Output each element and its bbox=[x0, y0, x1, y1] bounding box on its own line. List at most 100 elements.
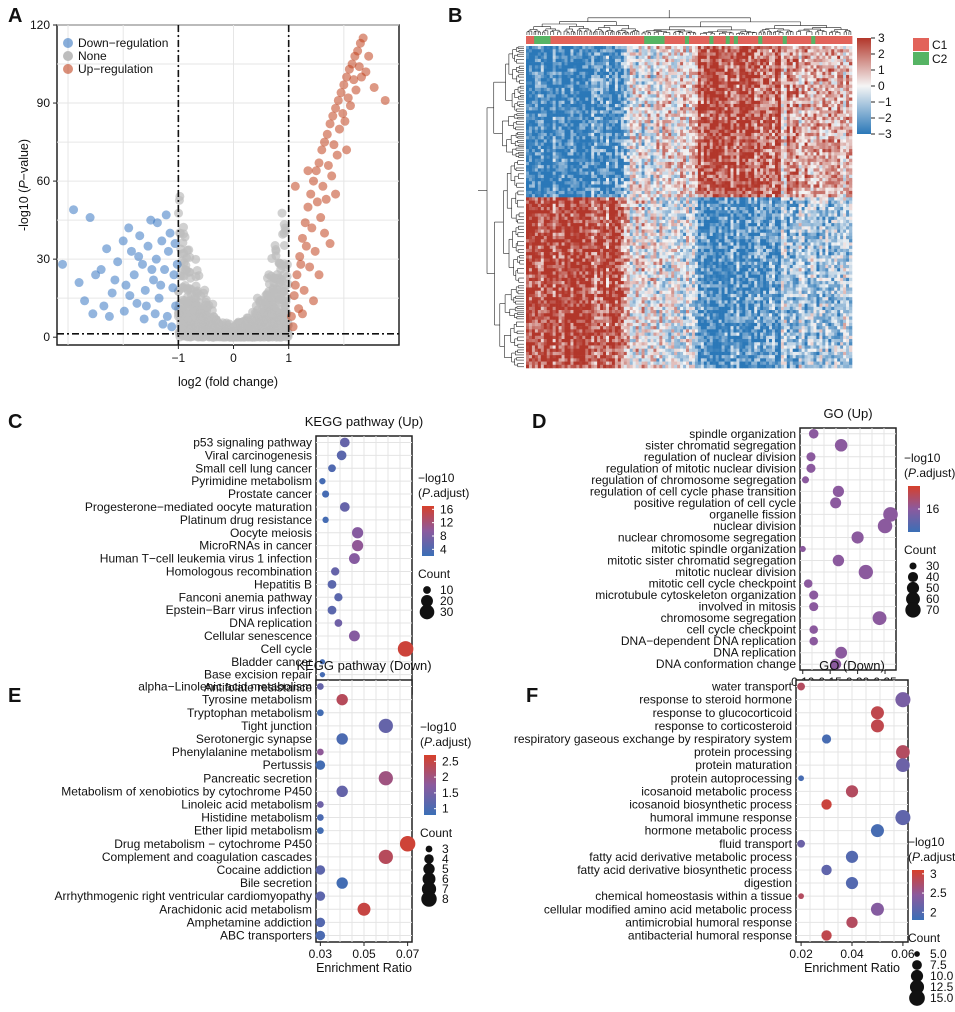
heatmap-cell bbox=[795, 126, 799, 131]
heatmap-cell bbox=[671, 81, 675, 85]
heatmap-cell bbox=[579, 62, 583, 66]
heatmap-cell bbox=[597, 103, 601, 108]
heatmap-cell bbox=[588, 107, 592, 111]
heatmap-cell bbox=[617, 62, 622, 66]
heatmap-cell bbox=[760, 81, 764, 85]
heatmap-cell bbox=[653, 74, 657, 79]
heatmap-cell bbox=[786, 94, 791, 98]
heatmap-cell bbox=[526, 110, 530, 114]
heatmap-cell bbox=[816, 120, 820, 124]
heatmap-cell bbox=[718, 87, 722, 92]
heatmap-cell bbox=[543, 49, 548, 53]
heatmap-cell bbox=[843, 58, 847, 63]
heatmap-cell bbox=[730, 136, 734, 140]
heatmap-cell bbox=[706, 52, 711, 56]
heatmap-cell bbox=[689, 107, 693, 111]
heatmap-cell bbox=[629, 120, 633, 124]
heatmap-cell bbox=[597, 97, 601, 102]
heatmap-cell bbox=[807, 74, 811, 79]
down-point bbox=[110, 275, 120, 285]
heatmap-cell bbox=[780, 55, 785, 60]
heatmap-cell bbox=[546, 81, 551, 85]
heatmap-cell bbox=[644, 113, 648, 118]
heatmap-cell bbox=[629, 78, 633, 82]
heatmap-cell bbox=[638, 126, 642, 131]
heatmap-cell bbox=[804, 126, 808, 131]
heatmap-cell bbox=[766, 68, 770, 73]
heatmap-cell bbox=[816, 74, 820, 79]
heatmap-cell bbox=[537, 84, 542, 89]
heatmap-cell bbox=[683, 123, 687, 127]
heatmap-cell bbox=[641, 103, 645, 108]
heatmap-cell bbox=[730, 97, 734, 102]
up-point bbox=[380, 95, 390, 105]
heatmap-cell bbox=[774, 103, 779, 108]
heatmap-cell bbox=[840, 55, 844, 60]
heatmap-cell bbox=[727, 123, 731, 127]
heatmap-cell bbox=[665, 132, 669, 137]
heatmap-cell bbox=[774, 129, 779, 134]
heatmap-cell bbox=[540, 120, 545, 124]
heatmap-cell bbox=[807, 68, 811, 73]
heatmap-cell bbox=[582, 103, 586, 108]
none-point bbox=[270, 241, 280, 251]
heatmap-cell bbox=[588, 49, 592, 53]
heatmap-cell bbox=[697, 132, 702, 137]
heatmap-cell bbox=[795, 55, 799, 60]
heatmap-cell bbox=[700, 91, 705, 95]
up-point bbox=[306, 189, 316, 199]
heatmap-cell bbox=[810, 94, 814, 98]
heatmap-cell bbox=[597, 55, 601, 60]
heatmap-cell bbox=[843, 62, 847, 66]
cluster-annotation-cell bbox=[554, 36, 559, 44]
heatmap-cell bbox=[531, 120, 536, 124]
heatmap-cell bbox=[715, 97, 719, 102]
heatmap-cell bbox=[591, 52, 595, 56]
cluster-annotation-cell bbox=[607, 36, 612, 44]
heatmap-cell bbox=[549, 97, 553, 102]
heatmap-cell bbox=[795, 110, 799, 114]
heatmap-cell bbox=[777, 120, 782, 124]
heatmap-cell bbox=[801, 94, 805, 98]
heatmap-cell bbox=[570, 49, 574, 53]
heatmap-cell bbox=[819, 81, 823, 85]
heatmap-cell bbox=[849, 78, 853, 82]
heatmap-cell bbox=[543, 84, 548, 89]
heatmap-cell bbox=[792, 68, 796, 73]
heatmap-cell bbox=[526, 116, 530, 121]
heatmap-cell bbox=[647, 87, 651, 92]
heatmap-cell bbox=[757, 87, 761, 92]
heatmap-cell bbox=[576, 81, 580, 85]
heatmap-cell bbox=[614, 68, 619, 73]
heatmap-cell bbox=[715, 129, 719, 134]
heatmap-cell bbox=[647, 103, 651, 108]
heatmap-cell bbox=[686, 62, 690, 66]
heatmap-cell bbox=[709, 78, 714, 82]
heatmap-cell bbox=[745, 100, 749, 105]
heatmap-cell bbox=[659, 120, 663, 124]
heatmap-cell bbox=[774, 120, 779, 124]
heatmap-cell bbox=[783, 46, 788, 50]
heatmap-cell bbox=[724, 62, 728, 66]
heatmap-cell bbox=[623, 107, 628, 111]
heatmap-cell bbox=[837, 123, 841, 127]
heatmap-cell bbox=[748, 68, 752, 73]
heatmap-cell bbox=[798, 126, 802, 131]
heatmap-cell bbox=[603, 110, 607, 114]
heatmap-cell bbox=[792, 107, 796, 111]
heatmap-cell bbox=[751, 78, 755, 82]
heatmap-cell bbox=[751, 113, 755, 118]
heatmap-cell bbox=[816, 52, 820, 56]
heatmap-cell bbox=[727, 58, 731, 63]
heatmap-cell bbox=[662, 46, 666, 50]
heatmap-cell bbox=[671, 94, 675, 98]
heatmap-cell bbox=[751, 84, 755, 89]
down-point bbox=[139, 314, 149, 324]
down-point bbox=[150, 309, 160, 319]
heatmap-cell bbox=[656, 81, 660, 85]
heatmap-cell bbox=[840, 126, 844, 131]
heatmap-cell bbox=[582, 97, 586, 102]
heatmap-cell bbox=[650, 87, 654, 92]
heatmap-cell bbox=[739, 97, 743, 102]
heatmap-cell bbox=[786, 52, 791, 56]
